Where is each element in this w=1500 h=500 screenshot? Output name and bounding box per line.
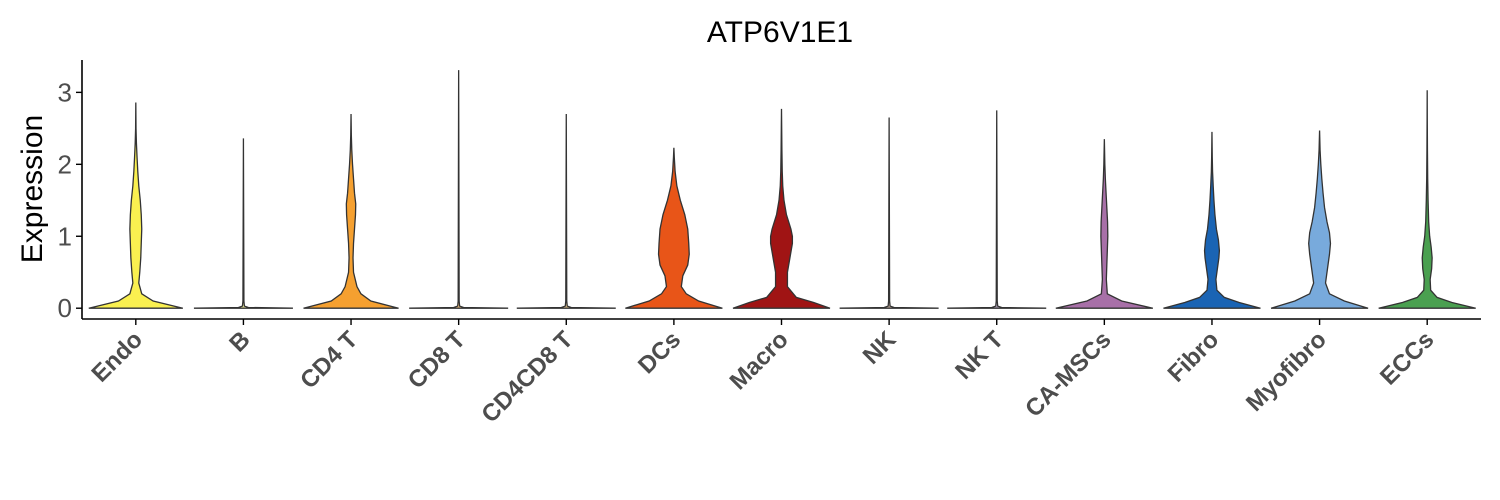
- x-tick-label-b: B: [224, 326, 255, 357]
- y-tick-label: 1: [58, 221, 72, 251]
- x-tick-label-macro: Macro: [725, 326, 794, 395]
- violin-cd4-t: [303, 113, 399, 309]
- y-axis-label: Expression: [16, 115, 49, 263]
- violin-cd8-t: [409, 70, 509, 309]
- violin-myofibro: [1270, 130, 1369, 309]
- violin-fibro: [1163, 131, 1261, 309]
- x-tick-label-eccs: ECCs: [1375, 326, 1439, 390]
- x-tick-label-cd8-t: CD8 T: [403, 326, 471, 394]
- x-axis-ticks: Endo B CD4 T CD8 T CD4CD8 T DCs Macro NK NK T CA-…: [87, 319, 1439, 428]
- x-tick-label-endo: Endo: [87, 326, 149, 388]
- violin-ca-mscs: [1055, 139, 1154, 309]
- x-tick-label-nk-t: NK T: [950, 326, 1009, 385]
- violin-nk-t: [947, 110, 1047, 309]
- x-tick-label-cd4-t: CD4 T: [295, 326, 363, 394]
- violin-dcs: [625, 147, 723, 309]
- y-axis-ticks: 0 1 2 3: [58, 77, 82, 323]
- y-tick-label: 2: [58, 149, 72, 179]
- violin-endo: [88, 102, 183, 309]
- y-tick-label: 3: [58, 77, 72, 107]
- violins-group: [88, 70, 1476, 309]
- x-tick-label-fibro: Fibro: [1163, 326, 1225, 388]
- x-tick-label-myofibro: Myofibro: [1241, 326, 1332, 417]
- x-tick-label-nk: NK: [858, 326, 902, 370]
- violin-macro: [732, 108, 831, 309]
- violin-eccs: [1378, 90, 1476, 309]
- violin-nk: [839, 117, 939, 309]
- x-tick-label-ca-mscs: CA-MSCs: [1020, 326, 1116, 422]
- chart-title: ATP6V1E1: [707, 16, 853, 49]
- violin-cd4cd8-t: [516, 113, 616, 309]
- x-tick-label-dcs: DCs: [633, 326, 686, 379]
- x-tick-label-cd4cd8-t: CD4CD8 T: [476, 326, 578, 428]
- y-tick-label: 0: [58, 293, 72, 323]
- violin-b: [193, 138, 293, 309]
